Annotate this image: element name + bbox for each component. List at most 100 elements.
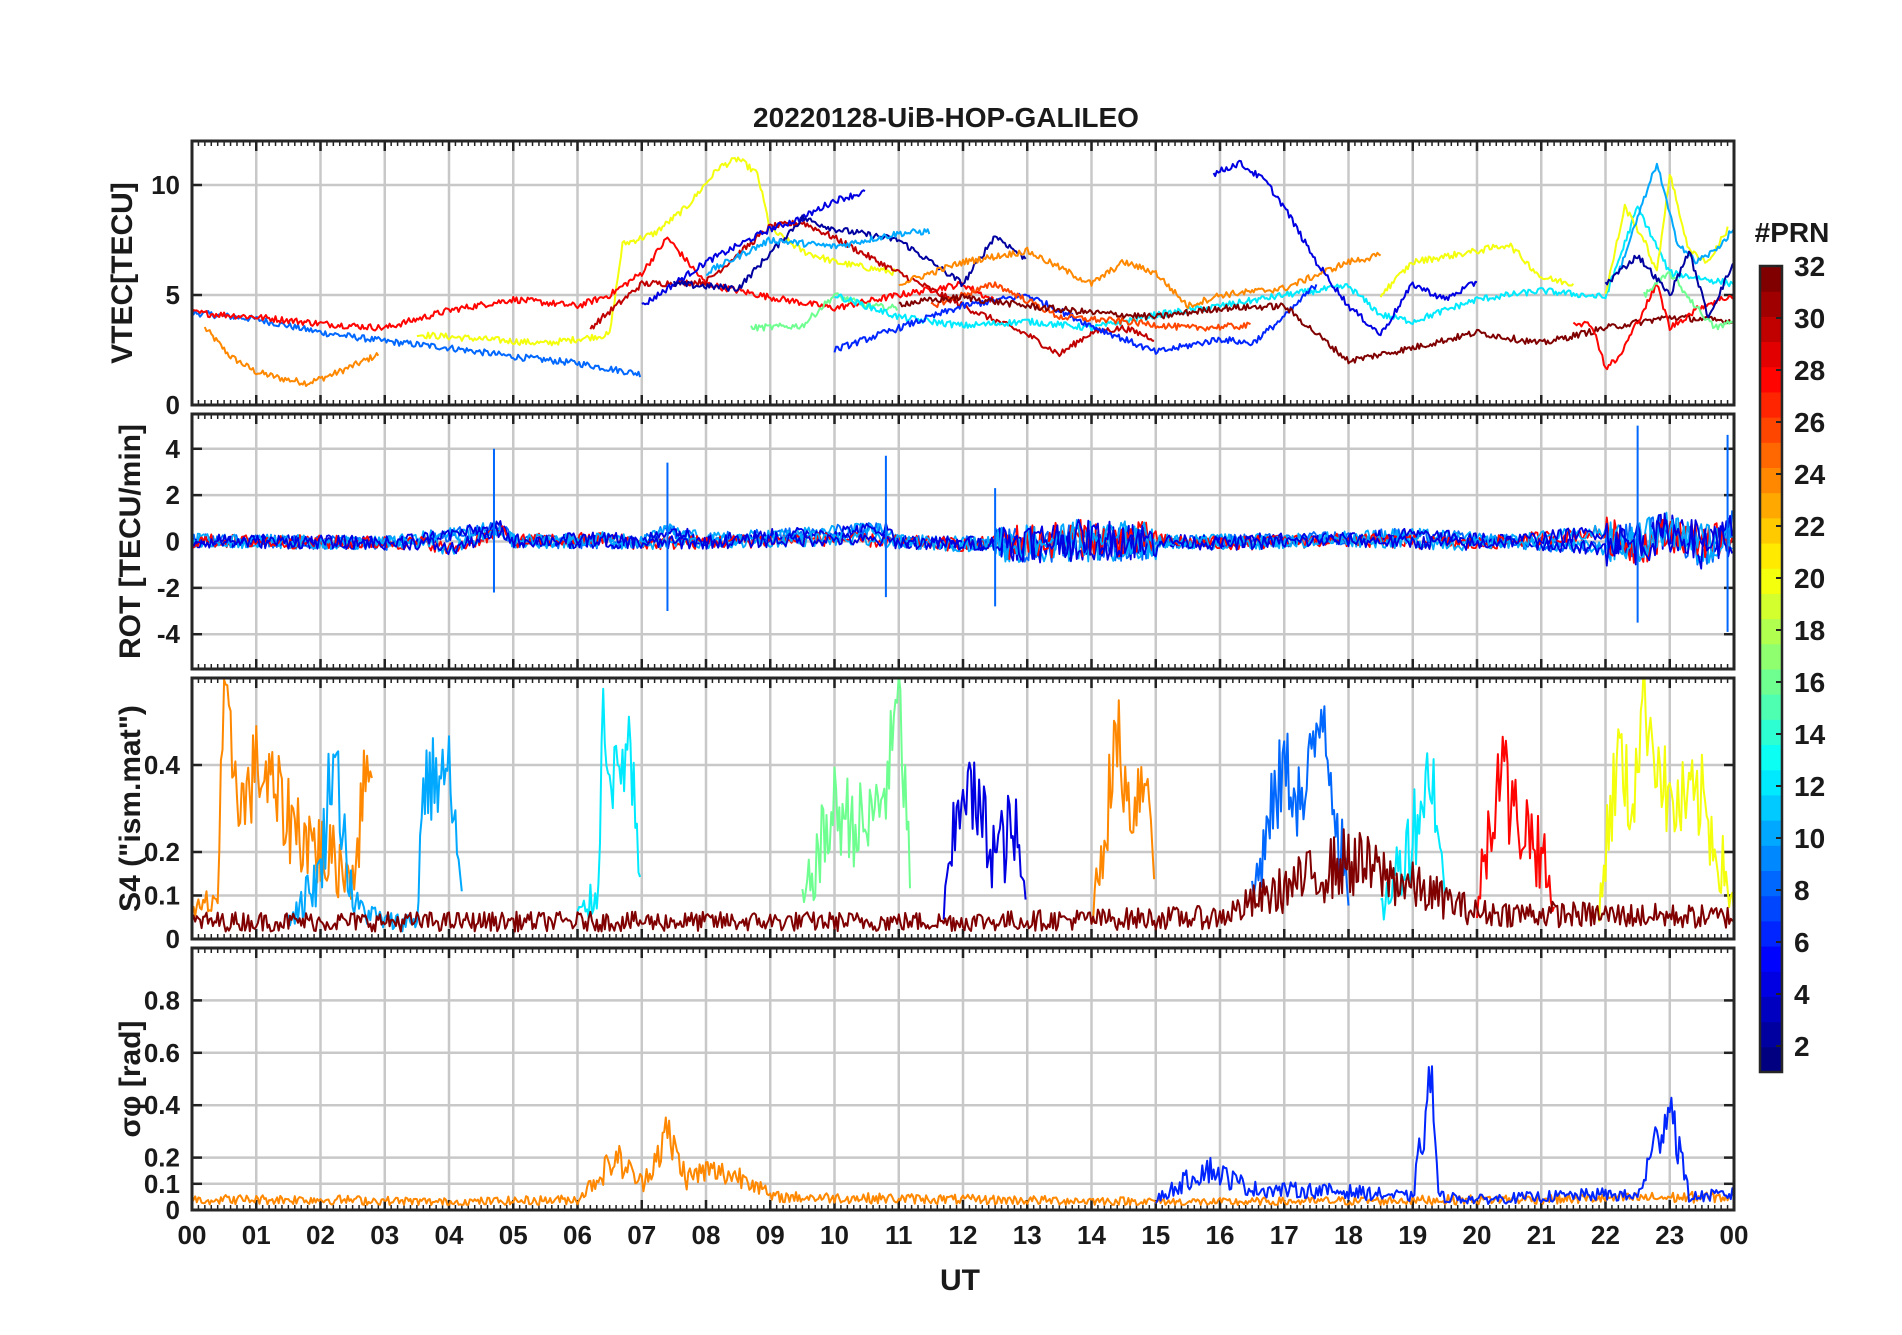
colorbar-segment <box>1760 492 1782 519</box>
y-axis-label: ROT [TECU/min] <box>114 424 147 659</box>
colorbar-segment <box>1760 744 1782 771</box>
rot-series-line <box>192 516 1733 564</box>
vtec-series-line <box>641 189 866 306</box>
sigma-phi-series-line <box>192 1116 1734 1206</box>
x-tick-label: 02 <box>306 1220 335 1250</box>
colorbar-segment <box>1760 669 1782 695</box>
x-tick-label: 03 <box>370 1220 399 1250</box>
colorbar-tick-label: 2 <box>1794 1031 1810 1062</box>
colorbar-tick-label: 12 <box>1794 771 1825 802</box>
colorbar-segment <box>1760 694 1782 720</box>
vtec-series-line <box>416 156 898 347</box>
vtec-series-line <box>898 293 1734 365</box>
colorbar-segment <box>1760 996 1782 1023</box>
panel-series-group <box>192 425 1733 632</box>
y-axis-label: VTEC[TECU] <box>106 182 139 364</box>
x-tick-label: 09 <box>756 1220 785 1250</box>
x-tick-label: 08 <box>692 1220 721 1250</box>
colorbar-segment <box>1760 291 1782 317</box>
x-tick-label: 16 <box>1206 1220 1235 1250</box>
colorbar-tick-label: 20 <box>1794 563 1825 594</box>
x-axis-label: UT <box>940 1264 980 1297</box>
x-tick-label: 05 <box>499 1220 528 1250</box>
panel-series-group <box>192 678 1734 933</box>
s4-series-line <box>192 828 1734 933</box>
vtec-series-line <box>1572 283 1734 371</box>
colorbar-segment <box>1760 1021 1782 1048</box>
x-tick-label: 10 <box>820 1220 849 1250</box>
x-tick-label: 07 <box>627 1220 656 1250</box>
s4-series-line <box>1598 678 1734 922</box>
y-tick-label: 0.1 <box>144 1169 180 1199</box>
vtec-series-line <box>192 236 995 332</box>
vtec-series-line <box>672 214 1027 292</box>
s4-series-line <box>1476 735 1556 919</box>
y-axis-label: σφ [rad] <box>114 1021 147 1138</box>
x-tick-label: 17 <box>1270 1220 1299 1250</box>
y-tick-label: 2 <box>166 480 180 510</box>
vtec-series-line <box>750 292 899 332</box>
colorbar-segment <box>1760 971 1782 997</box>
colorbar-tick-label: 6 <box>1794 927 1810 958</box>
y-tick-label: 0 <box>166 1195 180 1225</box>
colorbar-frame <box>1758 264 1784 1074</box>
y-tick-label: 0.4 <box>144 1090 181 1120</box>
y-tick-label: 4 <box>166 434 181 464</box>
y-tick-label: -2 <box>157 573 180 603</box>
x-tick-label: 20 <box>1463 1220 1492 1250</box>
colorbar-tick-label: 24 <box>1794 459 1826 490</box>
y-tick-label: 10 <box>151 170 180 200</box>
y-tick-label: -4 <box>157 619 181 649</box>
x-tick-label: 13 <box>1013 1220 1042 1250</box>
colorbar-segment <box>1760 543 1782 569</box>
colorbar-segment <box>1760 568 1782 594</box>
sigma-phi-series-line <box>1154 1065 1734 1205</box>
x-tick-label: 19 <box>1398 1220 1427 1250</box>
y-tick-label: 0.6 <box>144 1038 180 1068</box>
colorbar-segment <box>1760 316 1782 343</box>
colorbar-segment <box>1760 719 1782 746</box>
panel-frame <box>190 946 1736 1212</box>
x-tick-label: 04 <box>435 1220 464 1250</box>
colorbar-segment <box>1760 1046 1782 1073</box>
colorbar-segment <box>1760 794 1782 821</box>
colorbar-tick-label: 14 <box>1794 719 1826 750</box>
s4-series-line <box>1251 705 1350 906</box>
colorbar-tick-label: 16 <box>1794 667 1825 698</box>
rot-series-line <box>192 517 1733 566</box>
s4-series-line <box>942 761 1027 920</box>
y-tick-label: 0.8 <box>144 985 180 1015</box>
colorbar-segment <box>1760 391 1782 418</box>
vtec-series-line <box>1604 250 1734 319</box>
colorbar-tick-label: 22 <box>1794 511 1825 542</box>
colorbar-segment <box>1760 266 1782 292</box>
colorbar-segment <box>1760 341 1782 368</box>
colorbar-tick-label: 28 <box>1794 355 1825 386</box>
x-tick-label: 01 <box>242 1220 271 1250</box>
vtec-series-line <box>203 326 380 387</box>
colorbar-segment <box>1760 820 1782 846</box>
colorbar-segment <box>1760 366 1782 393</box>
s4-series-line <box>801 678 911 904</box>
s4-series-line <box>576 687 642 919</box>
chart-title: 20220128-UiB-HOP-GALILEO <box>753 102 1139 133</box>
colorbar-segment <box>1760 442 1782 468</box>
y-tick-label: 5 <box>166 280 180 310</box>
x-tick-label: 12 <box>949 1220 978 1250</box>
x-tick-label: 23 <box>1655 1220 1684 1250</box>
colorbar-segment <box>1760 870 1782 897</box>
s4-series-line <box>1090 699 1156 923</box>
y-tick-label: 0.2 <box>144 837 180 867</box>
colorbar-tick-label: 4 <box>1794 979 1810 1010</box>
colorbar-tick-label: 18 <box>1794 615 1825 646</box>
colorbar-segment <box>1760 593 1782 620</box>
colorbar-tick-label: 10 <box>1794 823 1825 854</box>
x-tick-label: 21 <box>1527 1220 1556 1250</box>
y-tick-label: 0 <box>166 527 180 557</box>
panel-frame <box>190 676 1736 941</box>
colorbar-segment <box>1760 895 1782 922</box>
s4-series-line <box>1380 752 1446 921</box>
